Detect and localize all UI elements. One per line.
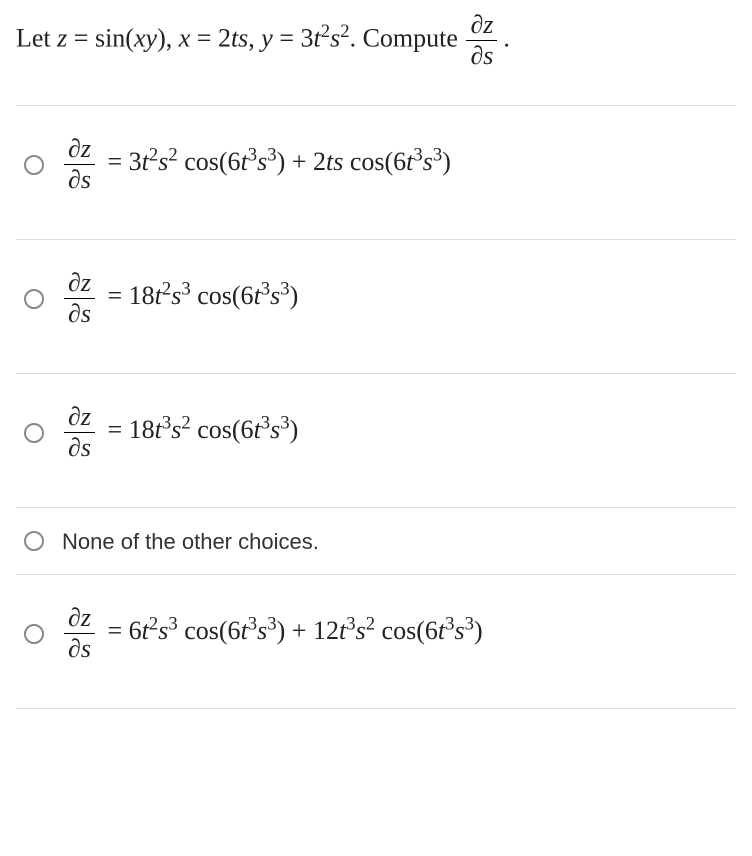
rhs-expression: = 3t2s2 cos(6t3s3) + 2ts cos(6t3s3): [101, 147, 451, 176]
rhs-expression: = 6t2s3 cos(6t3s3) + 12t3s2 cos(6t3s3): [101, 616, 483, 645]
rhs-expression: = 18t3s2 cos(6t3s3): [101, 415, 298, 444]
q-ytexp: 2: [321, 21, 330, 42]
q-y: y: [261, 23, 273, 52]
radio-button[interactable]: [24, 423, 44, 443]
radio-button[interactable]: [24, 289, 44, 309]
option-content: ∂z∂s = 18t2s3 cos(6t3s3): [62, 270, 298, 327]
option-row[interactable]: ∂z∂s = 18t2s3 cos(6t3s3): [16, 240, 736, 374]
q-ysexp: 2: [340, 21, 349, 42]
q-ys: s: [330, 23, 340, 52]
option-row[interactable]: ∂z∂s = 6t2s3 cos(6t3s3) + 12t3s2 cos(6t3…: [16, 575, 736, 709]
option-content: None of the other choices.: [62, 526, 319, 556]
q-ts: ts: [231, 23, 248, 52]
lhs-fraction: ∂z∂s: [64, 270, 95, 327]
frac-den: ∂s: [64, 299, 95, 327]
q-frac-num: ∂z: [466, 12, 497, 41]
q-xexpr: = 2: [190, 23, 231, 52]
option-content: ∂z∂s = 3t2s2 cos(6t3s3) + 2ts cos(6t3s3): [62, 136, 451, 193]
q-yt: t: [314, 23, 321, 52]
option-text: None of the other choices.: [62, 529, 319, 554]
option-row[interactable]: ∂z∂s = 18t3s2 cos(6t3s3): [16, 374, 736, 508]
q-x: x: [179, 23, 191, 52]
q-period: .: [503, 23, 510, 52]
radio-button[interactable]: [24, 531, 44, 551]
lhs-fraction: ∂z∂s: [64, 136, 95, 193]
radio-button[interactable]: [24, 624, 44, 644]
q-prefix: Let: [16, 23, 57, 52]
q-ycoef: = 3: [273, 23, 314, 52]
q-z: z: [57, 23, 67, 52]
q-sep1: ,: [166, 23, 179, 52]
option-row[interactable]: None of the other choices.: [16, 508, 736, 575]
frac-num: ∂z: [64, 404, 95, 433]
option-content: ∂z∂s = 6t2s3 cos(6t3s3) + 12t3s2 cos(6t3…: [62, 605, 483, 662]
frac-den: ∂s: [64, 165, 95, 193]
q-xy: xy: [134, 23, 157, 52]
radio-button[interactable]: [24, 155, 44, 175]
frac-den: ∂s: [64, 634, 95, 662]
frac-den: ∂s: [64, 433, 95, 461]
q-fraction: ∂z ∂s: [466, 12, 497, 69]
q-frac-den: ∂s: [466, 41, 497, 69]
lhs-fraction: ∂z∂s: [64, 605, 95, 662]
frac-num: ∂z: [64, 136, 95, 165]
frac-num: ∂z: [64, 270, 95, 299]
q-sep2: ,: [248, 23, 261, 52]
options-list: ∂z∂s = 3t2s2 cos(6t3s3) + 2ts cos(6t3s3)…: [16, 105, 736, 709]
rhs-expression: = 18t2s3 cos(6t3s3): [101, 281, 298, 310]
option-content: ∂z∂s = 18t3s2 cos(6t3s3): [62, 404, 298, 461]
q-eq1: =: [74, 23, 95, 52]
frac-num: ∂z: [64, 605, 95, 634]
q-compute: . Compute: [350, 23, 465, 52]
question-text: Let z = sin(xy), x = 2ts, y = 3t2s2. Com…: [16, 12, 736, 69]
option-row[interactable]: ∂z∂s = 3t2s2 cos(6t3s3) + 2ts cos(6t3s3): [16, 106, 736, 240]
q-sin: sin: [95, 23, 125, 52]
lhs-fraction: ∂z∂s: [64, 404, 95, 461]
